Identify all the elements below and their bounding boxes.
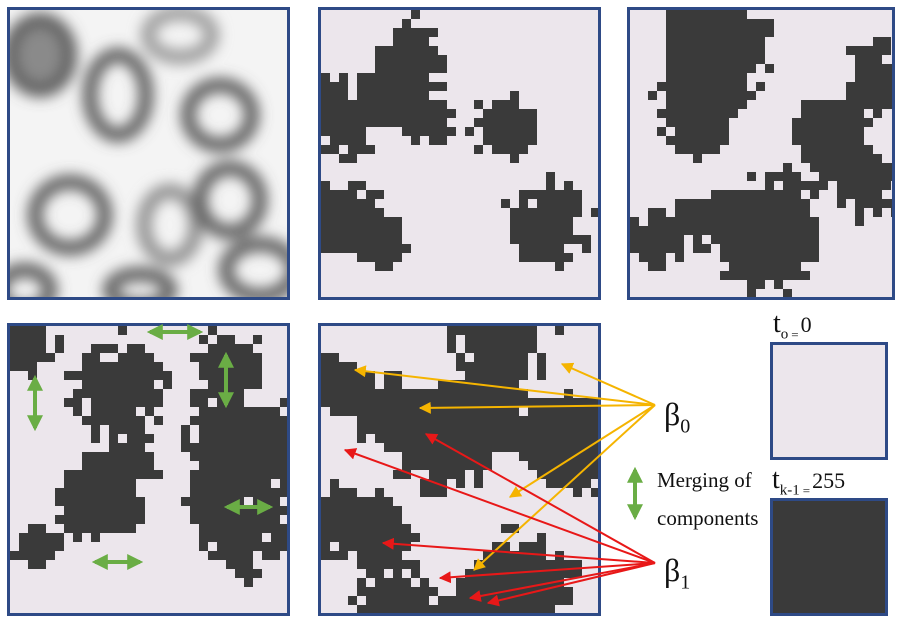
binary-threshold-panel-2 [627, 7, 895, 300]
threshold-max-swatch [770, 498, 888, 616]
beta0-label: β0 [664, 396, 691, 438]
binary-pixel-grid [630, 10, 892, 297]
tk-label: tk-1 =255 [772, 464, 846, 499]
binary-threshold-panel-1 [318, 7, 601, 300]
merging-label-line2: components [657, 506, 759, 530]
binary-pixel-grid [321, 326, 598, 613]
binary-pixel-grid [10, 326, 287, 613]
binary-pixel-grid [321, 10, 598, 297]
threshold-min-swatch [770, 342, 888, 460]
beta1-label: β1 [664, 552, 691, 594]
binary-threshold-panel-4 [318, 323, 601, 616]
grayscale-cell-image [7, 7, 290, 300]
merging-label-line1: Merging of [657, 468, 752, 492]
binary-threshold-panel-3 [7, 323, 290, 616]
grayscale-cell-drawing [10, 10, 287, 297]
t0-label: to =0 [773, 308, 812, 343]
